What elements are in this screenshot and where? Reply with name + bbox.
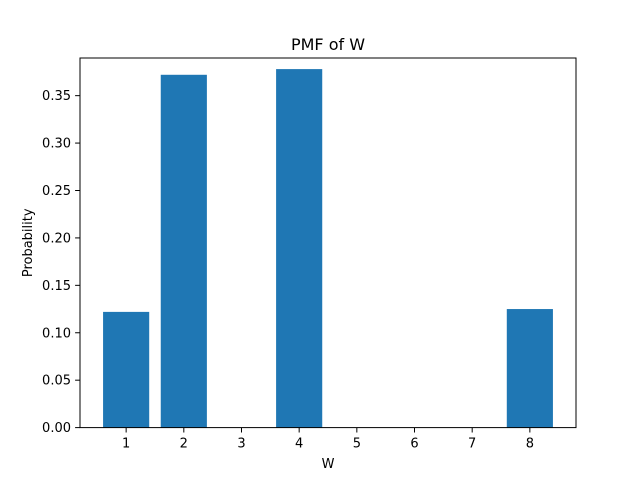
y-tick-label: 0.10 xyxy=(42,326,71,341)
x-tick-label: 7 xyxy=(468,437,476,452)
y-tick-label: 0.15 xyxy=(42,279,71,294)
plot-frame xyxy=(79,57,577,429)
x-axis-label: W xyxy=(322,457,335,472)
x-tick-label: 3 xyxy=(237,437,245,452)
bar-w-2 xyxy=(160,74,207,428)
bar-w-4 xyxy=(276,69,323,428)
bar-w-8 xyxy=(506,309,553,428)
y-axis-label: Probability xyxy=(21,208,36,277)
y-tick-label: 0.20 xyxy=(42,231,71,246)
x-tick-label: 1 xyxy=(122,437,130,452)
y-tick-label: 0.30 xyxy=(42,137,71,152)
y-tick-label: 0.25 xyxy=(42,184,71,199)
y-axis: 0.00 0.05 0.10 0.15 0.20 0.25 0.30 0.35 xyxy=(42,89,80,436)
x-tick-label: 4 xyxy=(295,437,303,452)
x-tick-label: 5 xyxy=(353,437,361,452)
bars-group xyxy=(103,69,553,428)
x-tick-label: 6 xyxy=(410,437,418,452)
bar-w-1 xyxy=(103,311,150,428)
y-tick-label: 0.05 xyxy=(42,374,71,389)
x-tick-label: 8 xyxy=(526,437,534,452)
x-tick-label: 2 xyxy=(180,437,188,452)
chart-title: PMF of W xyxy=(291,35,365,54)
y-tick-label: 0.35 xyxy=(42,89,71,104)
y-tick-label: 0.00 xyxy=(42,421,71,436)
x-axis: 1 2 3 4 5 6 7 8 xyxy=(122,427,534,452)
